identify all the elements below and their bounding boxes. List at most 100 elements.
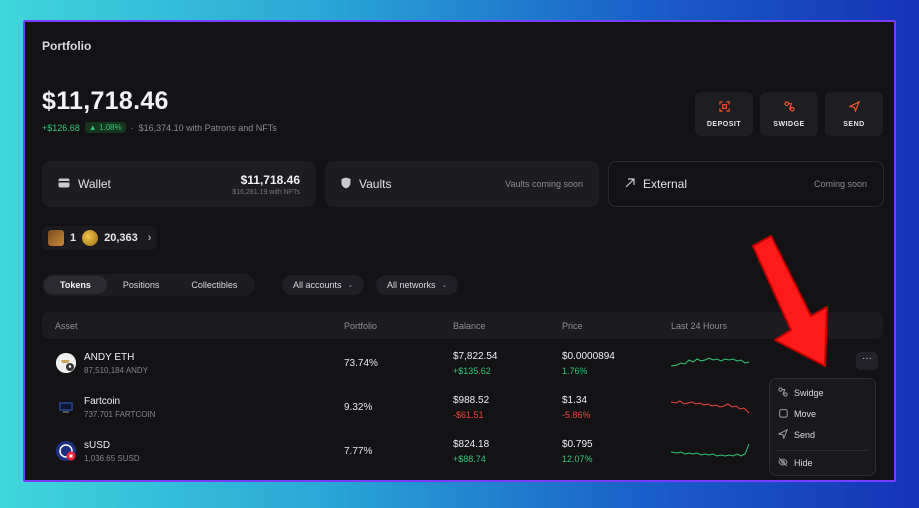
price-value: $1.34 [562,395,588,406]
price-change: 1.76% [562,366,588,376]
nft-summary-chip[interactable]: 1 20,363 › [42,226,158,250]
portfolio-summary: +$126.68 ▲ 1.08% · $16,374.10 with Patro… [42,122,277,133]
vaults-note: Vaults coming soon [505,179,583,189]
wallet-icon [58,178,70,191]
networks-dropdown[interactable]: All networks ⌄ [376,275,459,295]
send-icon [777,428,789,441]
menu-item-label: Move [794,409,817,419]
asset-name: sUSD [84,440,111,451]
deposit-button[interactable]: DEPOSIT [695,92,753,136]
wallet-value: $11,718.46 [240,172,300,187]
page-title: Portfolio [42,39,92,53]
wallet-card[interactable]: Wallet $11,718.46 $16,281.19 with NFTs [42,161,316,207]
chevron-down-icon: ⌄ [347,282,354,289]
price-value: $0.0000894 [562,351,615,362]
chevron-right-icon: › [147,232,152,244]
asset-amount: 87,510,184 ANDY [84,366,149,375]
price-change: 12.07% [562,454,593,464]
fartcoin-token-icon [56,397,76,417]
swidge-icon [778,387,788,399]
menu-item-label: Send [794,430,816,440]
patrons-nft-total: $16,374.10 with Patrons and NFTs [138,122,277,133]
column-balance: Balance [453,321,486,331]
arrow-up-right-icon [625,177,635,191]
price-value: $0.795 [562,439,593,450]
swidge-label: SWIDGE [773,120,805,128]
andy-eth-token-icon [56,353,76,373]
wallet-nft-value: $16,281.19 with NFTs [232,188,300,196]
summary-separator: · [130,122,134,133]
balance-change: -$61.51 [453,410,484,420]
accounts-dropdown-label: All accounts [293,280,342,290]
asset-name: Fartcoin [84,396,121,407]
balance-value: $824.18 [453,439,490,450]
column-price: Price [562,321,583,331]
tab-positions[interactable]: Positions [122,280,160,290]
menu-item-label: Hide [794,458,813,468]
asset-amount: 737.701 FARTCOIN [84,410,156,419]
asset-name: ANDY ETH [84,352,135,363]
send-icon [847,100,860,115]
shield-icon [341,177,351,192]
tab-collectibles[interactable]: Collectibles [191,280,238,290]
susd-token-icon [56,441,76,461]
row-context-menu: Swidge Move Send Hide [769,378,876,476]
annotation-red-arrow [752,235,828,367]
portfolio-share: 73.74% [344,358,378,369]
chevron-down-icon: ⌄ [441,282,448,289]
menu-item-send[interactable]: Send [777,428,816,441]
external-label: External [643,177,688,191]
balance-change: +$88.74 [453,454,486,464]
balance-value: $7,822.54 [453,351,498,362]
table-header: Asset Portfolio Balance Price Last 24 Ho… [42,312,883,339]
deposit-icon [718,100,730,115]
action-buttons: DEPOSIT SWIDGE SEND [695,92,883,136]
send-button[interactable]: SEND [825,92,883,136]
menu-item-swidge[interactable]: Swidge [778,387,824,399]
accounts-dropdown[interactable]: All accounts ⌄ [282,275,365,295]
column-last-24-hours: Last 24 Hours [671,321,728,331]
table-row[interactable]: Fartcoin 737.701 FARTCOIN 9.32% $988.52 … [42,386,883,428]
table-row[interactable]: sUSD 1,036.65 SUSD 7.77% $824.18 +$88.74… [42,430,883,472]
swidge-icon [783,100,795,115]
menu-item-move[interactable]: Move [778,408,816,420]
networks-dropdown-label: All networks [387,280,436,290]
asset-amount: 1,036.65 SUSD [84,454,140,463]
price-change: -5.86% [562,410,591,420]
external-card[interactable]: External Coming soon [608,161,884,207]
patron-nft-thumbnail [48,230,64,246]
column-portfolio: Portfolio [344,321,378,331]
portfolio-share: 9.32% [344,402,373,413]
nft-count: 1 [70,232,77,244]
balance-value: $988.52 [453,395,490,406]
gain-percent-badge: ▲ 1.08% [84,122,126,133]
portfolio-total: $11,718.46 [42,87,169,115]
coin-icon [82,230,99,246]
table-row[interactable]: ANDY ETH 87,510,184 ANDY 73.74% $7,822.5… [42,342,883,384]
wallet-label: Wallet [78,177,111,191]
sparkline-chart [671,443,750,457]
vaults-label: Vaults [359,177,392,191]
coin-count: 20,363 [104,232,138,244]
send-label: SEND [843,120,865,128]
portfolio-window: Portfolio $11,718.46 +$126.68 ▲ 1.08% · … [23,20,896,482]
asset-tabs: Tokens Positions Collectibles [42,274,256,296]
account-cards: Wallet $11,718.46 $16,281.19 with NFTs V… [42,161,884,207]
swidge-button[interactable]: SWIDGE [760,92,818,136]
menu-divider [777,450,868,451]
column-asset: Asset [55,321,78,331]
tab-tokens[interactable]: Tokens [44,276,107,294]
deposit-label: DEPOSIT [706,120,742,128]
portfolio-share: 7.77% [344,446,373,457]
gain-amount: +$126.68 [42,122,80,133]
sparkline-chart [671,400,750,414]
external-note: Coming soon [813,179,867,189]
move-icon [778,408,788,420]
menu-item-hide[interactable]: Hide [778,457,813,469]
vaults-card[interactable]: Vaults Vaults coming soon [325,161,599,207]
menu-item-label: Swidge [794,388,824,398]
eye-off-icon [778,457,788,469]
sparkline-chart [671,357,750,367]
balance-change: +$135.62 [453,366,491,376]
row-more-button[interactable]: ··· [856,352,878,370]
